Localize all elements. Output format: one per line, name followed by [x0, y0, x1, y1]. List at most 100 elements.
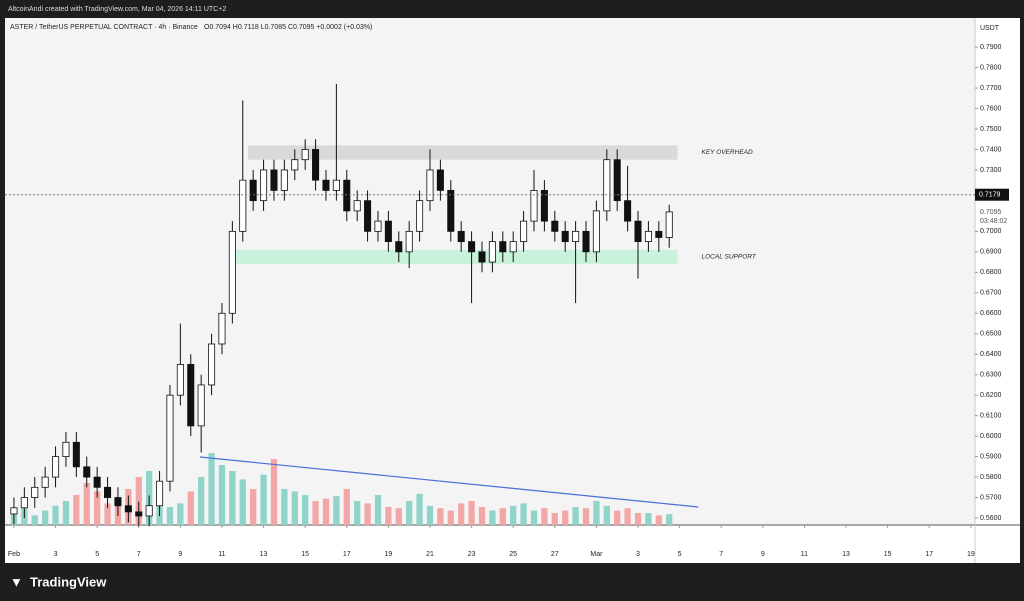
candle-body	[624, 200, 632, 222]
volume-bar	[333, 496, 340, 525]
candle-body	[166, 394, 174, 482]
y-tick-label: 0.6100	[980, 412, 1002, 419]
y-tick-label: 0.6700	[980, 290, 1002, 297]
y-tick-label: 0.7800	[980, 64, 1002, 71]
candle-body	[374, 220, 382, 232]
candle-body	[582, 230, 590, 253]
volume-bar	[562, 510, 569, 525]
x-tick-label: 19	[967, 551, 975, 558]
currency: USDT	[980, 25, 1000, 32]
candle-body	[592, 210, 600, 253]
x-tick-label: 21	[426, 551, 434, 558]
candle-body	[436, 169, 444, 191]
x-tick-label: 27	[551, 551, 559, 558]
candle-body	[62, 441, 70, 458]
candle-body	[572, 230, 580, 243]
volume-bar	[229, 471, 236, 525]
volume-bar	[634, 513, 642, 525]
volume-bar	[582, 508, 590, 525]
volume-bar	[416, 493, 423, 525]
volume-bar	[614, 510, 621, 525]
candle-body	[603, 159, 611, 212]
candle-body	[20, 497, 28, 509]
y-tick-label: 0.7400	[980, 146, 1002, 153]
x-tick-label: 7	[719, 551, 723, 558]
x-tick-label: 9	[178, 551, 182, 558]
x-tick-label: 15	[301, 551, 309, 558]
candle-body	[530, 190, 538, 222]
y-tick-label: 0.6800	[980, 269, 1002, 276]
candle-body	[218, 312, 226, 345]
candle-body	[145, 505, 153, 517]
candle-body	[124, 505, 132, 513]
candle-body	[364, 200, 372, 232]
volume-bar	[270, 459, 278, 525]
candle-body	[613, 159, 621, 202]
volume-bar	[52, 505, 59, 525]
candle-body	[540, 190, 548, 222]
candle-body	[239, 179, 247, 232]
zone	[234, 249, 678, 265]
candle-body	[301, 149, 309, 161]
candle-body	[395, 241, 403, 253]
volume-bar	[94, 491, 101, 525]
x-tick-label: 23	[468, 551, 476, 558]
volume-bar	[322, 498, 330, 525]
candle-body	[353, 200, 361, 212]
candle-body	[478, 251, 486, 263]
volume-bar	[104, 503, 111, 525]
price-tag	[975, 188, 1009, 201]
candle-body	[520, 220, 528, 243]
candle-body	[509, 241, 517, 253]
x-tick-label: 17	[925, 551, 933, 558]
volume-bar	[354, 501, 361, 525]
x-tick-label: 17	[343, 551, 351, 558]
candle-body	[416, 200, 424, 232]
candle-body	[343, 179, 351, 212]
y-tick-label: 0.7000	[980, 228, 1002, 235]
volume-bar	[312, 501, 319, 525]
candle-body	[488, 241, 496, 263]
volume-bar	[499, 508, 506, 525]
candle-body	[135, 511, 143, 517]
candle-body	[83, 466, 91, 478]
volume-bar	[385, 507, 392, 525]
candle-body	[176, 364, 184, 396]
trendline	[199, 456, 699, 508]
volume-bar	[437, 508, 444, 525]
y-tick-label: 0.6600	[980, 310, 1002, 317]
volume-bar	[551, 513, 558, 525]
volume-bar	[208, 453, 215, 525]
zone-label: LOCAL SUPPORT	[702, 254, 757, 261]
volume-bar	[478, 507, 486, 525]
volume-bar	[302, 495, 309, 525]
logo-mark: ▼	[10, 574, 23, 589]
x-tick-label: 15	[884, 551, 892, 558]
volume-bar	[468, 501, 475, 525]
symbol: ASTER / TetherUS PERPETUAL CONTRACT · 4h…	[10, 24, 198, 31]
candle-body	[72, 441, 80, 468]
volume-bar	[603, 505, 610, 525]
y-tick-label: 0.6500	[980, 331, 1002, 338]
volume-bar	[666, 514, 673, 525]
x-tick-label: 11	[801, 551, 808, 558]
volume-bar	[73, 495, 80, 525]
y-tick-label: 0.6300	[980, 372, 1002, 379]
countdown: 03:48:02	[980, 218, 1007, 225]
x-tick-label: Feb	[8, 551, 20, 558]
y-tick-label: 0.7300	[980, 167, 1002, 174]
volume-bar	[187, 491, 194, 525]
candle-body	[468, 241, 476, 253]
x-tick-label: 13	[842, 551, 850, 558]
candle-body	[260, 169, 268, 202]
candle-body	[426, 169, 434, 202]
candle-body	[104, 486, 112, 498]
volume-bar	[395, 508, 402, 525]
volume-bar	[42, 510, 49, 525]
volume-bar	[364, 503, 371, 525]
y-tick-label: 0.7700	[980, 85, 1002, 92]
candle-body	[655, 230, 663, 238]
candle-body	[291, 159, 299, 171]
candle-body	[322, 179, 330, 191]
candle-body	[156, 480, 164, 507]
